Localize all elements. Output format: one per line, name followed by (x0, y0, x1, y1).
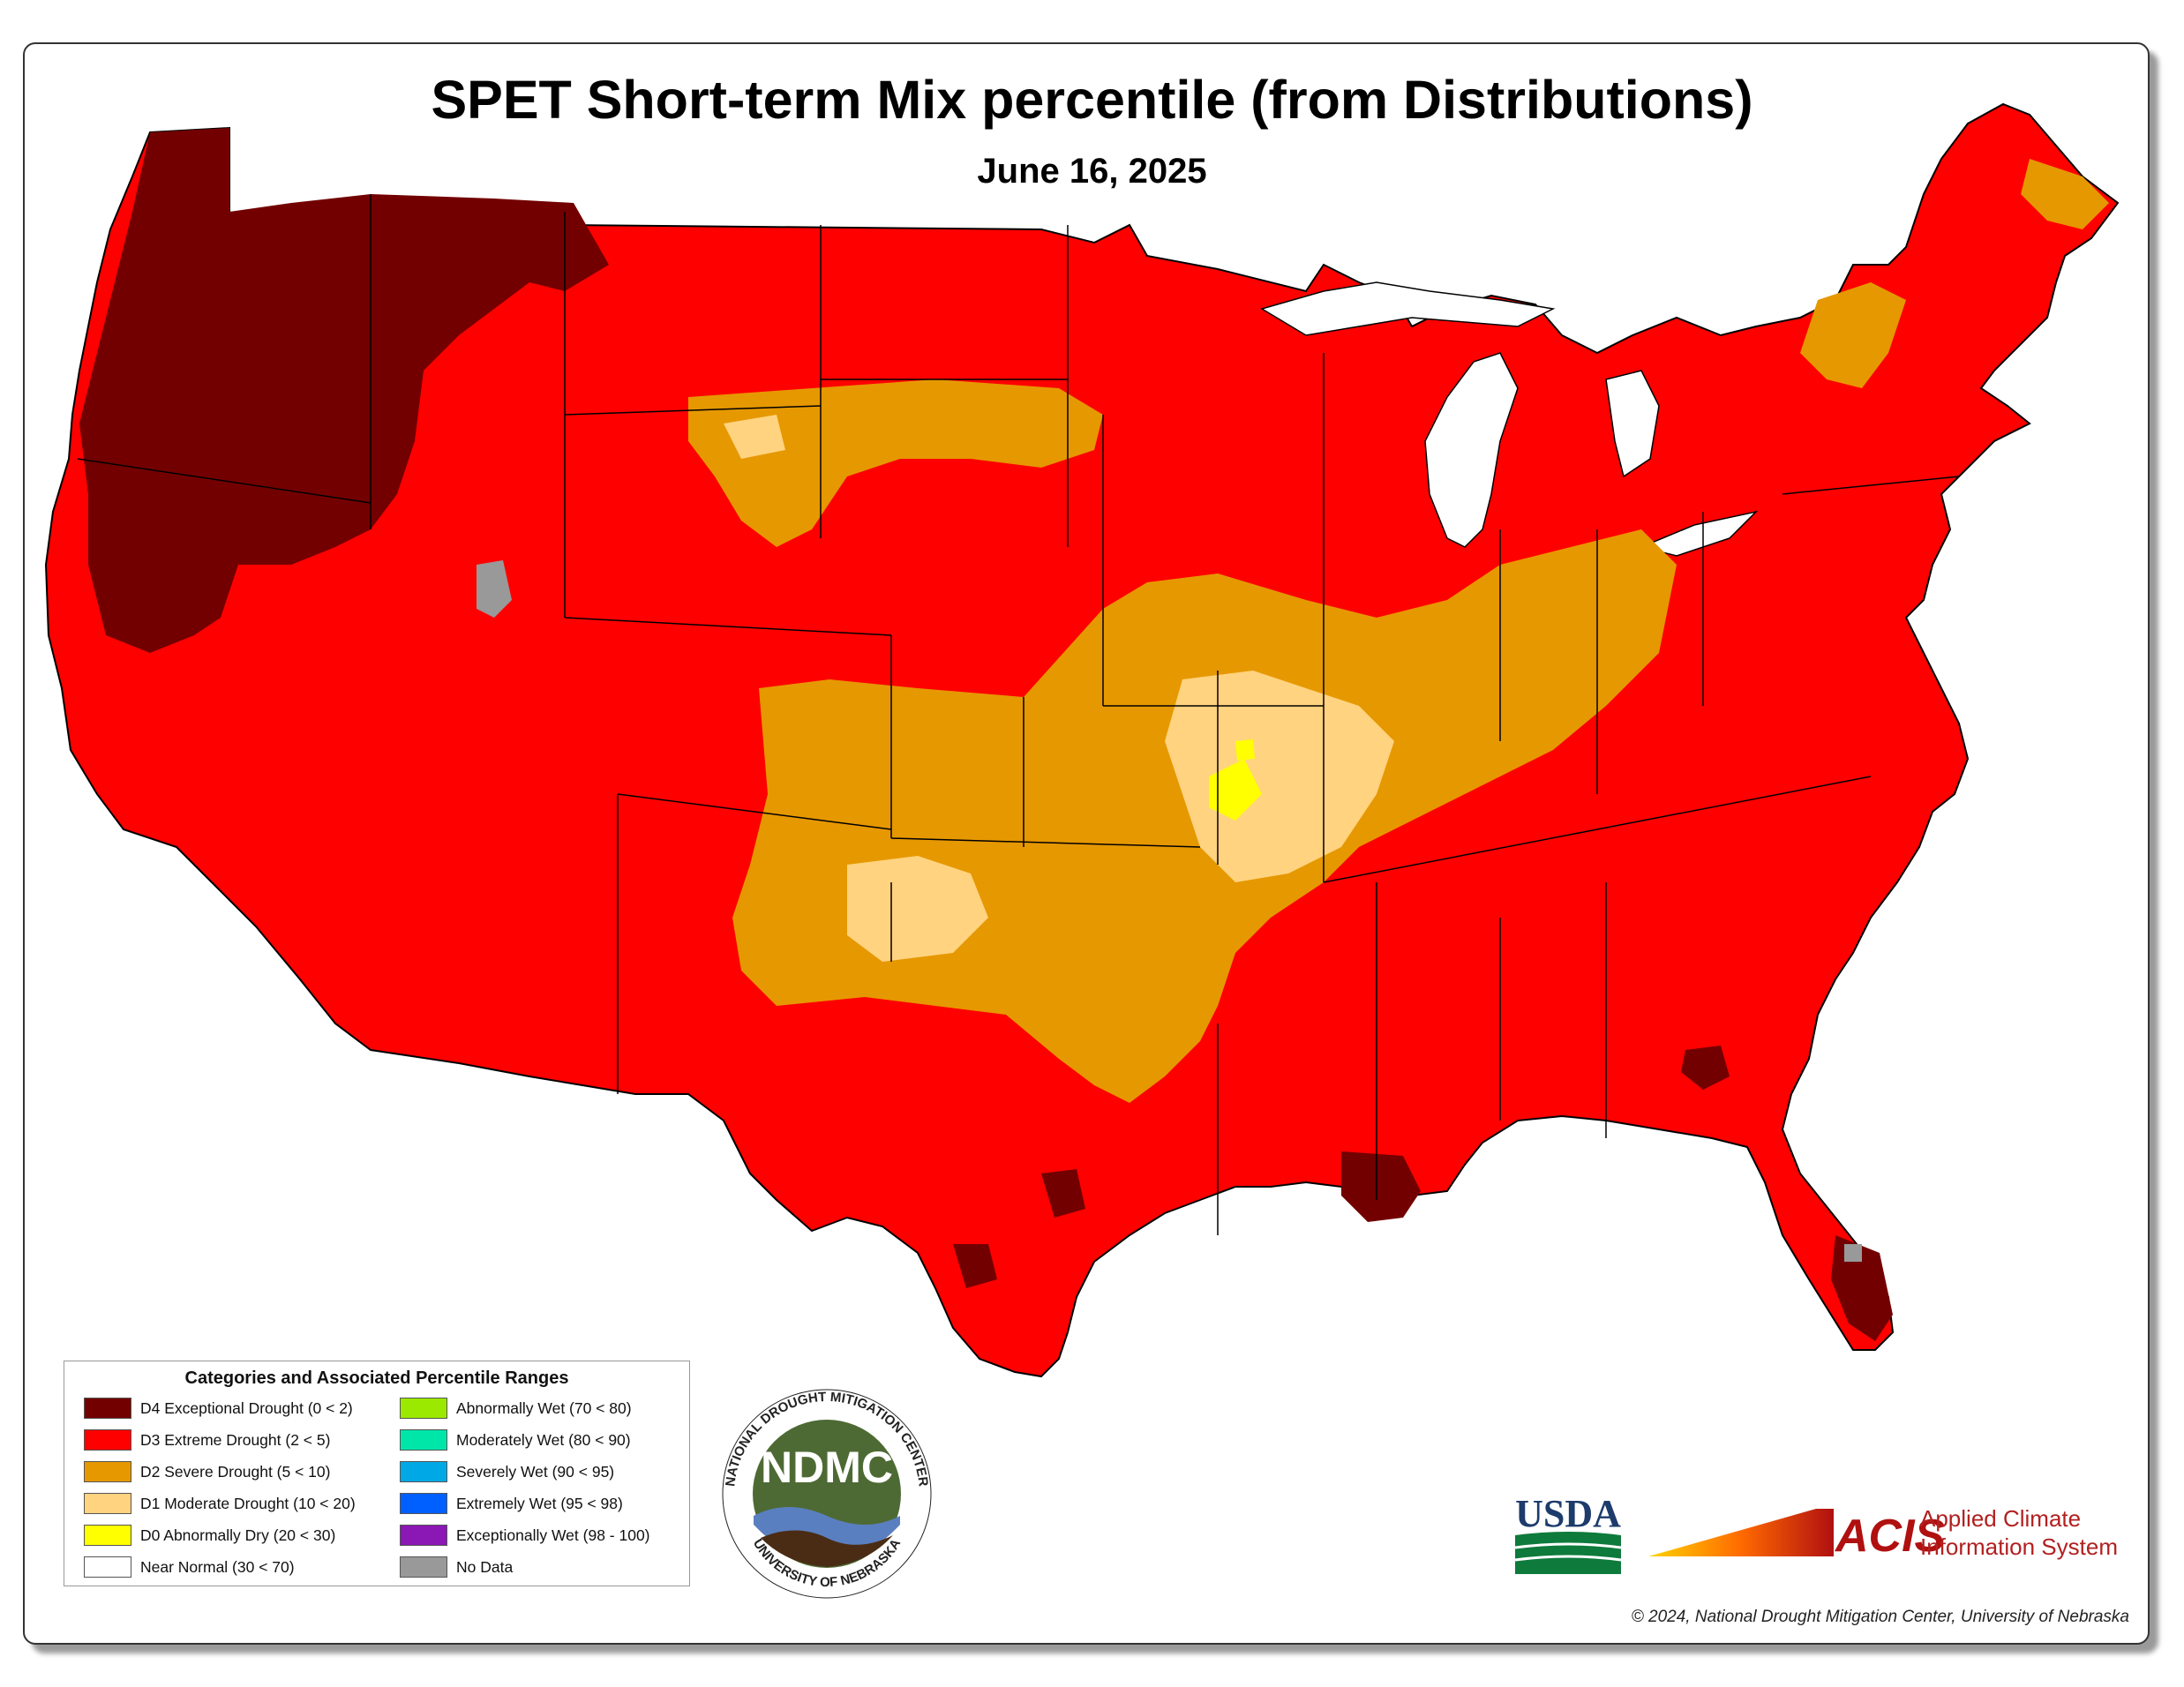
legend-label: D3 Extreme Drought (2 < 5) (140, 1430, 331, 1449)
d2-northern-plains (688, 379, 1103, 547)
legend-item: D1 Moderate Drought (10 < 20) (84, 1490, 356, 1517)
d2-new-york (1800, 282, 1906, 388)
legend-item: Near Normal (30 < 70) (84, 1554, 295, 1580)
d4-pacific-northwest (79, 128, 609, 653)
acis-line2: Information System (1920, 1533, 2118, 1560)
state-boundaries (77, 194, 1960, 1235)
legend-label: Exceptionally Wet (98 - 100) (456, 1526, 650, 1544)
legend-item: D3 Extreme Drought (2 < 5) (84, 1427, 330, 1453)
copyright: © 2024, National Drought Mitigation Cent… (1631, 1608, 2129, 1626)
lake-michigan (1424, 352, 1519, 548)
legend-title: Categories and Associated Percentile Ran… (184, 1368, 569, 1388)
legend-label: Near Normal (30 < 70) (140, 1557, 295, 1576)
d2-maine (2021, 159, 2109, 229)
legend-label: D4 Exceptional Drought (0 < 2) (140, 1398, 353, 1417)
legend-swatch (84, 1493, 131, 1514)
d1-kansas-missouri (1165, 671, 1394, 882)
legend-item: Severely Wet (90 < 95) (400, 1458, 614, 1485)
d1-oklahoma (847, 856, 988, 962)
legend-label: Abnormally Wet (70 < 80) (456, 1398, 632, 1417)
legend-swatch (84, 1398, 131, 1419)
legend-swatch (400, 1493, 447, 1514)
legend-item: No Data (400, 1554, 513, 1580)
legend: Categories and Associated Percentile Ran… (64, 1361, 690, 1586)
d4-louisiana (1341, 1151, 1421, 1222)
usda-logo: USDA (1514, 1492, 1622, 1574)
legend-item: D0 Abnormally Dry (20 < 30) (84, 1522, 335, 1548)
legend-item: Moderately Wet (80 < 90) (400, 1427, 631, 1453)
legend-item: Extremely Wet (95 < 98) (400, 1490, 623, 1517)
legend-swatch (400, 1556, 447, 1578)
legend-swatch (400, 1525, 447, 1546)
nodata-great-salt-lake (477, 560, 512, 618)
d4-texas-2 (953, 1244, 997, 1288)
legend-item: D4 Exceptional Drought (0 < 2) (84, 1395, 353, 1421)
d0-kansas-2 (1235, 739, 1255, 761)
map-date: June 16, 2025 (977, 152, 1207, 191)
ndmc-center-text: NDMC (761, 1443, 893, 1492)
d1-nebraska (724, 415, 785, 459)
acis-line1: Applied Climate (1920, 1505, 2082, 1532)
legend-item: D2 Severe Drought (5 < 10) (84, 1458, 330, 1485)
acis-logo: ACIS (1648, 1509, 1946, 1562)
lake-erie-huron (1605, 370, 1759, 557)
acis-abbr: ACIS (1834, 1511, 1946, 1562)
legend-swatch (84, 1525, 131, 1546)
legend-item: Abnormally Wet (70 < 80) (400, 1395, 632, 1421)
legend-swatch (84, 1429, 131, 1451)
legend-swatch (400, 1398, 447, 1419)
legend-label: D1 Moderate Drought (10 < 20) (140, 1494, 356, 1512)
legend-swatch (400, 1461, 447, 1482)
ndmc-logo: NDMC NATIONAL DROUGHT MITIGATION CENTERU… (722, 1389, 932, 1599)
legend-label: Moderately Wet (80 < 90) (456, 1430, 631, 1449)
map-title: SPET Short-term Mix percentile (from Dis… (431, 70, 1753, 130)
legend-item: Exceptionally Wet (98 - 100) (400, 1522, 650, 1548)
legend-label: D0 Abnormally Dry (20 < 30) (140, 1526, 336, 1544)
legend-label: Severely Wet (90 < 95) (456, 1462, 615, 1481)
legend-swatch (400, 1429, 447, 1451)
d4-texas-1 (1041, 1169, 1085, 1218)
d4-georgia (1681, 1046, 1730, 1090)
nodata-lake-okeechobee (1844, 1244, 1862, 1262)
legend-label: No Data (456, 1557, 514, 1576)
legend-label: Extremely Wet (95 < 98) (456, 1494, 623, 1512)
legend-label: D2 Severe Drought (5 < 10) (140, 1462, 331, 1481)
legend-swatch (84, 1556, 131, 1578)
d0-kansas (1209, 759, 1262, 821)
legend-swatch (84, 1461, 131, 1482)
usda-text: USDA (1515, 1492, 1621, 1535)
lake-superior (1260, 281, 1556, 336)
